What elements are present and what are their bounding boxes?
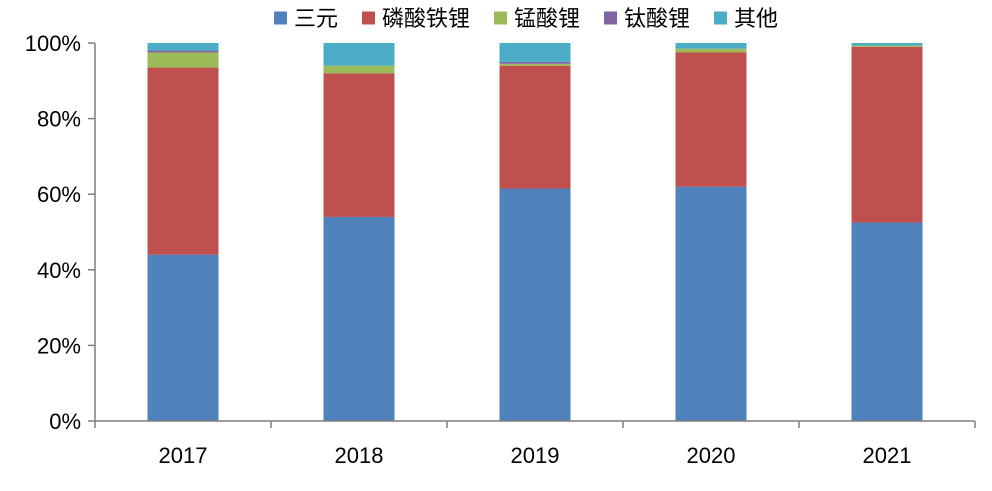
- bar-segment: [499, 63, 571, 66]
- legend-swatch: [494, 11, 507, 25]
- legend-swatch: [362, 11, 375, 25]
- y-tick-label: 100%: [25, 31, 81, 56]
- bar-segment: [499, 61, 571, 64]
- legend-item: 其他: [714, 7, 778, 32]
- bar-segment: [851, 46, 923, 223]
- x-tick-label: 2019: [511, 443, 560, 468]
- legend-swatch: [274, 11, 287, 25]
- x-tick-label: 2017: [159, 443, 208, 468]
- legend-label: 钛酸锂: [624, 7, 690, 32]
- legend-label: 其他: [734, 7, 778, 32]
- y-tick-label: 40%: [37, 258, 81, 283]
- y-tick-label: 60%: [37, 182, 81, 207]
- bar-segment: [323, 43, 395, 66]
- bar-segment: [147, 67, 219, 255]
- bar-segment: [499, 43, 571, 62]
- legend-item: 磷酸铁锂: [362, 7, 470, 32]
- legend-label: 三元: [294, 7, 338, 32]
- bar-segment: [851, 222, 923, 421]
- legend-swatch: [714, 11, 727, 25]
- bar-segment: [147, 254, 219, 421]
- bar-segment: [499, 65, 571, 189]
- bar-segment: [323, 216, 395, 421]
- legend-item: 钛酸锂: [604, 7, 690, 32]
- legend-item: 三元: [274, 7, 338, 32]
- bars: [147, 43, 923, 421]
- legend-swatch: [604, 11, 617, 25]
- y-tick-label: 80%: [37, 107, 81, 132]
- x-axis: 2017 2018 2019 2020 2021: [94, 420, 976, 468]
- legend-label: 锰酸锂: [514, 7, 580, 32]
- bar-segment: [675, 43, 747, 49]
- x-tick-label: 2021: [863, 443, 912, 468]
- y-tick-label: 20%: [37, 333, 81, 358]
- bar-segment: [675, 52, 747, 187]
- bar-segment: [147, 43, 219, 51]
- legend: 三元 磷酸铁锂 锰酸锂 钛酸锂 其他: [274, 7, 778, 32]
- y-axis: 0% 20% 40% 60% 80% 100%: [25, 31, 96, 434]
- bar-segment: [147, 52, 219, 68]
- bar-segment: [323, 65, 395, 74]
- bar-segment: [851, 45, 923, 47]
- bar-segment: [851, 43, 923, 46]
- bar-segment: [675, 48, 747, 53]
- bar-segment: [323, 73, 395, 217]
- x-tick-label: 2020: [687, 443, 736, 468]
- bar-segment: [499, 188, 571, 421]
- y-tick-label: 0%: [49, 409, 81, 434]
- legend-label: 磷酸铁锂: [382, 7, 470, 32]
- legend-item: 锰酸锂: [494, 7, 580, 32]
- bar-segment: [147, 50, 219, 53]
- x-tick-label: 2018: [335, 443, 384, 468]
- bar-segment: [675, 186, 747, 421]
